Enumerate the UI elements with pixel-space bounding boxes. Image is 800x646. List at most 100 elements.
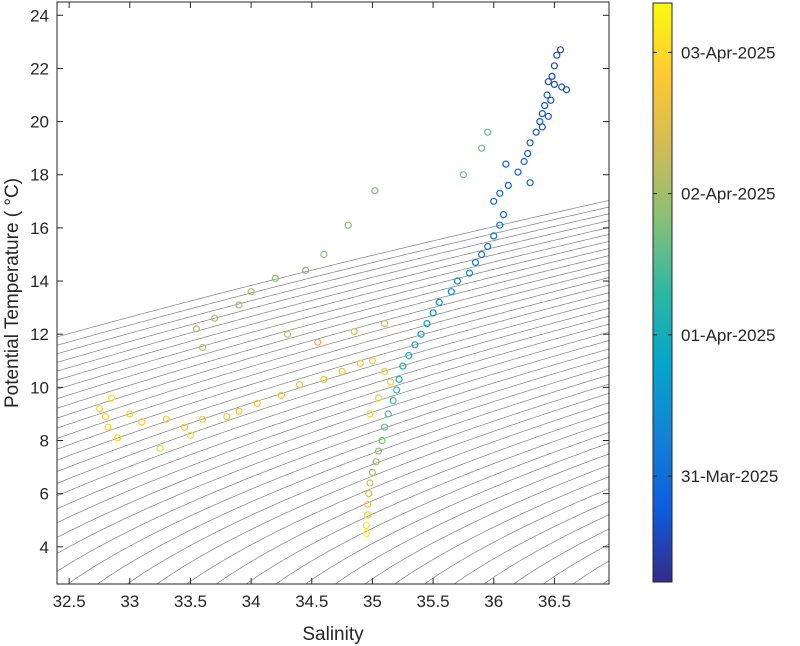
- isopycnal-line: [572, 560, 609, 584]
- y-axis-ticks: 4 6 8 10 12 14 16 18 20 22 24: [30, 6, 609, 557]
- isopycnal-line: [245, 421, 609, 584]
- data-point: [368, 468, 376, 476]
- data-point: [514, 168, 522, 176]
- y-tick-label: 6: [40, 485, 49, 504]
- x-tick-label: 34.5: [295, 592, 328, 611]
- data-point: [371, 187, 379, 195]
- isopycnal-line: [57, 213, 609, 355]
- isopycnal-line: [57, 200, 609, 338]
- data-point: [550, 80, 559, 89]
- isopycnal-line: [394, 476, 609, 584]
- data-point: [387, 378, 395, 386]
- isopycnal-line: [126, 383, 609, 584]
- data-point: [541, 101, 549, 110]
- data-point: [366, 410, 374, 418]
- data-point: [490, 232, 498, 240]
- y-tick-label: 20: [30, 113, 49, 132]
- data-point: [156, 444, 164, 453]
- data-point: [277, 391, 285, 399]
- isopycnal-line: [57, 255, 609, 409]
- data-point: [138, 418, 146, 426]
- data-point: [504, 181, 512, 189]
- data-point: [247, 288, 255, 296]
- data-point: [362, 521, 370, 530]
- isopycnal-line: [57, 315, 609, 497]
- data-point: [405, 351, 413, 360]
- data-point: [378, 436, 386, 445]
- colorbar: [652, 2, 673, 583]
- isopycnal-line: [186, 402, 609, 584]
- data-point: [484, 242, 492, 251]
- data-point: [320, 250, 328, 259]
- data-point: [114, 434, 122, 442]
- x-tick-label: 36.5: [538, 592, 571, 611]
- isopycnal-line: [57, 292, 609, 461]
- y-tick-label: 18: [30, 166, 49, 185]
- data-point: [538, 109, 546, 118]
- data-point: [538, 123, 546, 131]
- isopycnal-line: [215, 412, 609, 584]
- colorbar-tick-label: 03-Apr-2025: [681, 43, 776, 62]
- data-point: [502, 160, 510, 168]
- data-point: [389, 397, 397, 405]
- scatter-points: [95, 46, 571, 538]
- data-point: [556, 46, 565, 54]
- isopycnal-line: [57, 331, 609, 524]
- data-point: [199, 415, 207, 423]
- data-point: [543, 91, 551, 99]
- isopycnal-line: [57, 269, 609, 429]
- data-point: [496, 221, 504, 229]
- data-point: [381, 367, 389, 375]
- data-point: [302, 266, 310, 274]
- isopycnal-line: [364, 464, 609, 584]
- isopycnal-line: [57, 323, 609, 510]
- data-point: [399, 362, 407, 370]
- y-tick-label: 14: [30, 272, 49, 291]
- y-tick-label: 24: [30, 6, 49, 25]
- data-point: [423, 320, 431, 328]
- isopycnal-line: [423, 488, 609, 584]
- data-point: [374, 394, 383, 402]
- isopycnal-line: [57, 357, 609, 572]
- data-point: [526, 179, 534, 187]
- data-point: [548, 72, 556, 81]
- isopycnal-line: [57, 227, 609, 372]
- data-point: [435, 298, 443, 306]
- isopycnal-line: [57, 220, 609, 363]
- data-point: [520, 157, 528, 166]
- isopycnal-line: [57, 206, 609, 346]
- data-point: [478, 250, 486, 259]
- data-point: [101, 413, 110, 421]
- data-point: [211, 314, 219, 322]
- data-point: [364, 511, 372, 519]
- isopycnal-line: [57, 234, 609, 381]
- data-point: [550, 62, 559, 70]
- data-point: [411, 341, 419, 349]
- isopycnal-line: [96, 374, 609, 584]
- plot-frame: [56, 1, 610, 585]
- data-point: [271, 274, 279, 282]
- data-point: [484, 128, 492, 136]
- isopycnal-line: [602, 603, 638, 646]
- y-axis-label: Potential Temperature ( °C): [2, 178, 23, 408]
- data-point: [95, 405, 104, 413]
- data-point: [338, 367, 346, 375]
- data-point: [350, 327, 358, 336]
- x-tick-label: 32.5: [53, 592, 86, 611]
- data-point: [553, 51, 561, 59]
- data-point: [447, 288, 455, 296]
- colorbar-ticks: 31-Mar-2025 01-Apr-2025 02-Apr-2025 03-Apr-…: [653, 43, 778, 486]
- x-axis-label: Salinity: [302, 624, 364, 645]
- plot-background: [57, 2, 609, 584]
- colorbar-tick-label: 31-Mar-2025: [681, 467, 778, 486]
- isopycnal-line: [156, 392, 609, 584]
- x-axis-ticks: 32.5 33 33.5 34 34.5 35 35.5 36 36.5: [53, 2, 571, 611]
- data-point: [356, 359, 364, 367]
- data-point: [544, 112, 552, 120]
- data-point: [364, 500, 372, 508]
- data-point: [199, 343, 207, 352]
- data-point: [253, 399, 261, 407]
- isopycnal-line: [57, 248, 609, 400]
- data-point: [524, 149, 532, 158]
